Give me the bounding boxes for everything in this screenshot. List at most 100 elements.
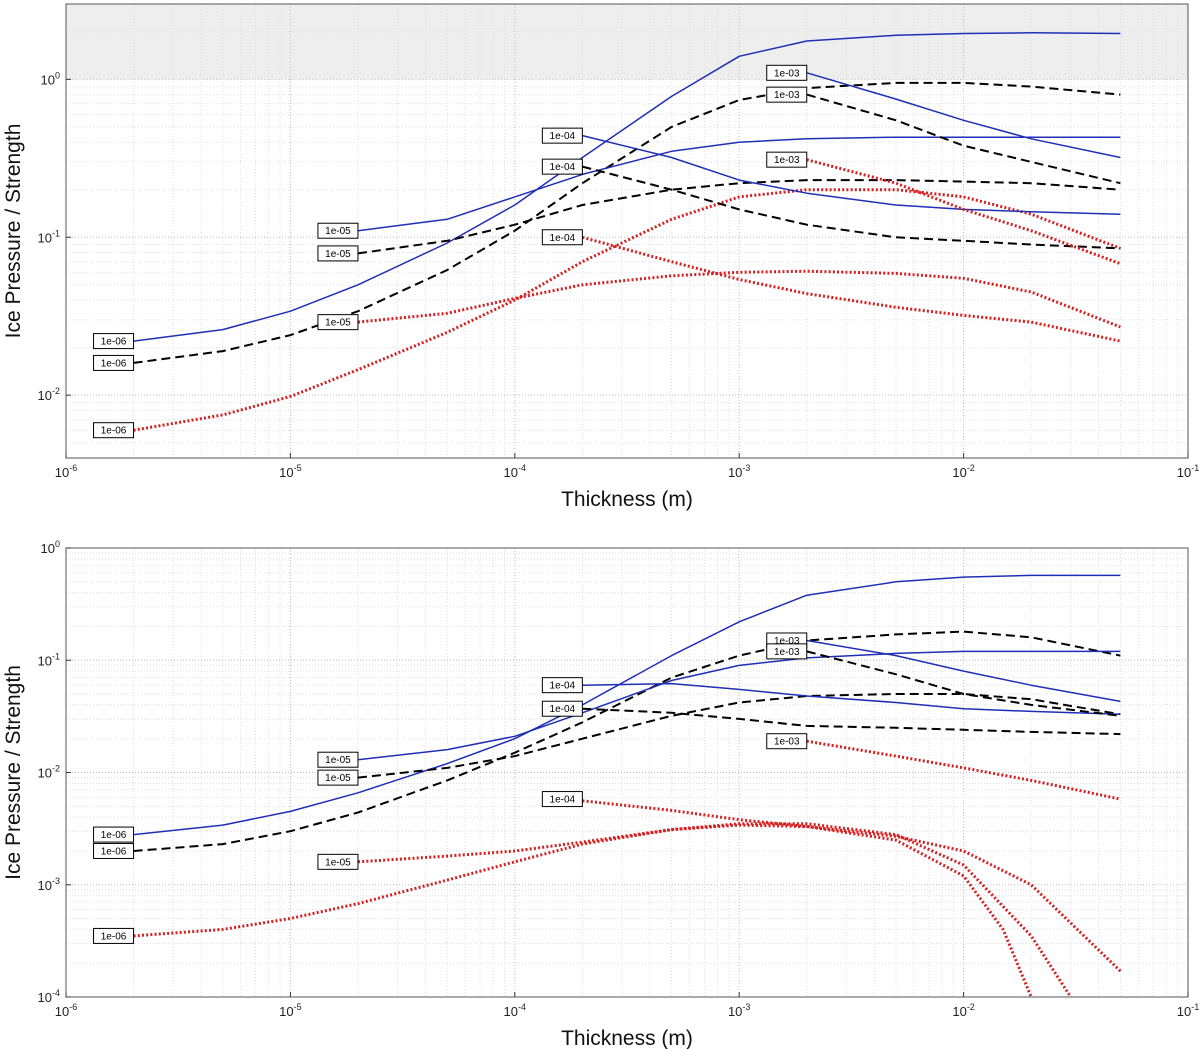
series-line-dotted	[582, 235, 1121, 343]
curve-label-box	[766, 643, 808, 660]
x-tick-label: 10-2	[952, 1002, 974, 1019]
x-tick-label: 10-5	[279, 463, 301, 480]
curve-label-text: 1e-04	[550, 681, 576, 692]
curve-label-box	[93, 333, 135, 350]
y-tick-label: 10-2	[38, 764, 60, 781]
x-tick-label: 10-3	[728, 463, 750, 480]
curve-label-text: 1e-06	[101, 358, 127, 369]
x-axis-title: Thickness (m)	[561, 488, 693, 511]
curve-label: 1e-04	[541, 677, 583, 694]
series-line-dashed	[133, 81, 1121, 364]
curve-label-text: 1e-04	[550, 233, 576, 244]
y-tick-label: 10-2	[38, 386, 60, 403]
y-axis-title: Ice Pressure / Strength	[2, 124, 25, 339]
curve-label: 1e-06	[93, 422, 135, 439]
curve-label: 1e-05	[317, 769, 359, 786]
curve-label: 1e-06	[93, 826, 135, 843]
y-tick-label: 100	[41, 70, 60, 87]
curve-label-box	[541, 229, 583, 246]
curve-label-box	[541, 791, 583, 808]
curve-label-box	[317, 245, 359, 262]
curve-label: 1e-05	[317, 245, 359, 262]
curve-label: 1e-04	[541, 791, 583, 808]
curve-label-box	[766, 86, 808, 103]
curve-label-text: 1e-04	[550, 162, 576, 173]
curve-label: 1e-06	[93, 842, 135, 859]
curve-label: 1e-05	[317, 853, 359, 870]
series-line-dashed	[133, 630, 1121, 852]
x-tick-label: 10-5	[279, 1002, 301, 1019]
curve-label-text: 1e-03	[774, 647, 800, 658]
curve-label-text: 1e-03	[774, 636, 800, 647]
shaded-band	[66, 4, 1188, 80]
curve-label-text: 1e-05	[325, 226, 351, 237]
y-tick-label: 100	[41, 539, 60, 556]
series-line-dashed	[357, 693, 1121, 779]
curve-label-text: 1e-06	[101, 830, 127, 841]
series-line-dotted	[357, 269, 1121, 329]
x-tick-label: 10-1	[1177, 463, 1199, 480]
series-line-solid	[806, 72, 1121, 159]
curve-label-text: 1e-03	[774, 68, 800, 79]
series-group	[133, 574, 1122, 997]
curve-label-text: 1e-06	[101, 337, 127, 348]
curve-label-box	[317, 853, 359, 870]
curve-label-box	[541, 127, 583, 144]
curve-label: 1e-05	[317, 314, 359, 331]
curve-label: 1e-04	[541, 229, 583, 246]
axes-frame	[65, 3, 1189, 459]
curve-label: 1e-06	[93, 354, 135, 371]
curve-label-box	[766, 151, 808, 168]
series-line-dotted	[806, 158, 1121, 266]
curve-label: 1e-03	[766, 64, 808, 81]
series-line-solid	[582, 682, 1121, 716]
curve-label-box	[93, 826, 135, 843]
curve-label: 1e-03	[766, 733, 808, 750]
curve-label: 1e-06	[93, 333, 135, 350]
curve-label-box	[317, 751, 359, 768]
series-line-dashed	[357, 179, 1121, 255]
curve-labels: 1e-06 1e-06 1e-06 1e-05 1e-05 1e-05 1e-04 1e-04…	[93, 64, 808, 439]
curve-label: 1e-04	[541, 700, 583, 717]
curve-label-box	[541, 677, 583, 694]
x-tick-label: 10-2	[952, 463, 974, 480]
series-line-dashed	[582, 707, 1121, 736]
y-tick-label: 10-4	[38, 988, 60, 1005]
curve-label-text: 1e-03	[774, 737, 800, 748]
curve-label: 1e-05	[317, 751, 359, 768]
curve-label-box	[93, 842, 135, 859]
series-line-dotted	[806, 739, 1121, 801]
curve-label-box	[93, 927, 135, 944]
curve-label-box	[766, 64, 808, 81]
curve-label-box	[93, 354, 135, 371]
x-tick-label: 10-4	[504, 1002, 526, 1019]
curve-label-box	[317, 769, 359, 786]
y-tick-label: 10-3	[38, 876, 60, 893]
x-tick-label: 10-4	[504, 463, 526, 480]
curve-label: 1e-03	[766, 643, 808, 660]
curve-label-box	[317, 314, 359, 331]
x-tick-label: 10-3	[728, 1002, 750, 1019]
curve-label: 1e-03	[766, 151, 808, 168]
grid	[66, 548, 1188, 997]
curve-label-text: 1e-05	[325, 857, 351, 868]
series-line-dashed	[806, 650, 1121, 717]
curve-label-text: 1e-03	[774, 155, 800, 166]
bottom-panel: 1e-06 1e-06 1e-06 1e-05 1e-05 1e-05 1e-04 1e-04…	[2, 539, 1199, 1049]
curve-label-text: 1e-04	[550, 704, 576, 715]
curve-label-text: 1e-06	[101, 931, 127, 942]
series-line-dotted	[133, 188, 1121, 432]
series-line-dashed	[806, 93, 1121, 185]
curve-label-box	[541, 700, 583, 717]
series-line-solid	[582, 134, 1121, 215]
curve-label-text: 1e-05	[325, 318, 351, 329]
series-group	[133, 32, 1121, 432]
series-line-solid	[133, 32, 1121, 342]
curve-label: 1e-05	[317, 222, 359, 239]
curve-label-box	[541, 158, 583, 175]
top-panel: 1e-06 1e-06 1e-06 1e-05 1e-05 1e-05 1e-04 1e-04…	[2, 3, 1199, 511]
x-tick-label: 10-6	[55, 1002, 77, 1019]
series-line-solid	[357, 136, 1121, 232]
curve-label-box	[93, 422, 135, 439]
